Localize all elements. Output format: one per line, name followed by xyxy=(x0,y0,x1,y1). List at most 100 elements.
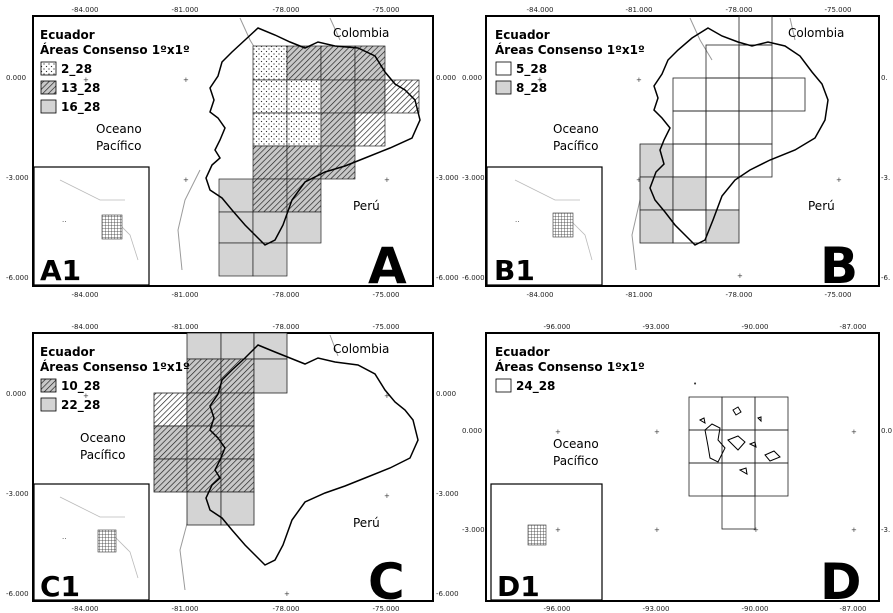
tick-label: -75.000 xyxy=(372,323,399,331)
tick-label: -3.000 xyxy=(6,174,29,182)
svg-text:+: + xyxy=(654,526,660,534)
country-label: Perú xyxy=(808,199,835,213)
svg-text:+: + xyxy=(537,76,543,84)
svg-text:+: + xyxy=(183,176,189,184)
legend-swatch xyxy=(40,61,57,76)
legend-label: 13_28 xyxy=(61,81,100,96)
ocean-label: Oceano xyxy=(96,122,142,136)
svg-text:+: + xyxy=(83,392,89,400)
graticule: + + + + + + • xyxy=(555,380,857,534)
tick-label: -90.000 xyxy=(741,605,768,613)
tick-label: -84.000 xyxy=(71,291,98,299)
inset-label: B1 xyxy=(494,254,535,287)
svg-text:+: + xyxy=(384,176,390,184)
tick-label: 0.000 xyxy=(462,427,482,435)
panel-letter: A xyxy=(368,237,407,295)
inset-map: ·· xyxy=(33,483,150,601)
tick-label: 0.0 xyxy=(881,427,892,435)
legend-swatch xyxy=(40,378,57,393)
axis-right-ticks: 0.0 -3. xyxy=(881,427,892,534)
legend: 24_28 xyxy=(495,378,555,394)
ocean-label: Oceano xyxy=(80,431,126,445)
graticule: + + + + xyxy=(83,392,390,598)
tick-label: 0.000 xyxy=(6,74,26,82)
axis-left-ticks: 0.000 -3.000 -6.000 xyxy=(6,74,29,282)
legend-label: 10_28 xyxy=(61,379,100,394)
tick-label: -78.000 xyxy=(725,6,752,14)
tick-label: -96.000 xyxy=(543,605,570,613)
tick-label: -87.000 xyxy=(839,323,866,331)
ecuador-outline xyxy=(205,27,421,246)
tick-label: -81.000 xyxy=(171,291,198,299)
inset-label: C1 xyxy=(40,570,80,603)
ocean-label: Pacífico xyxy=(96,139,141,153)
tick-label: -75.000 xyxy=(372,6,399,14)
tick-label: -3.000 xyxy=(462,174,485,182)
tick-label: -84.000 xyxy=(526,291,553,299)
ocean-label: Pacífico xyxy=(553,139,598,153)
ocean-label: Oceano xyxy=(553,437,599,451)
tick-label: -84.000 xyxy=(71,605,98,613)
svg-text:+: + xyxy=(836,176,842,184)
svg-text:+: + xyxy=(555,526,561,534)
legend-swatch xyxy=(40,80,57,95)
tick-label: -3.000 xyxy=(436,490,459,498)
tick-label: -6.000 xyxy=(6,274,29,282)
tick-label: -75.000 xyxy=(824,6,851,14)
country-label: Perú xyxy=(353,516,380,530)
tick-label: -78.000 xyxy=(272,605,299,613)
svg-text:+: + xyxy=(636,76,642,84)
panel-b: -84.000 -81.000 -78.000 -75.000 -84.000 … xyxy=(462,6,890,299)
panel-a: -84.000 -81.000 -78.000 -75.000 -84.000 … xyxy=(6,6,459,299)
svg-text:··: ·· xyxy=(62,535,66,543)
svg-text:··: ·· xyxy=(62,218,66,226)
tick-label: -3.000 xyxy=(6,490,29,498)
legend-label: 24_28 xyxy=(516,379,555,394)
tick-label: -78.000 xyxy=(725,291,752,299)
tick-label: -87.000 xyxy=(839,605,866,613)
tick-label: -6.000 xyxy=(436,274,459,282)
axis-left-ticks: 0.000 -3.000 xyxy=(462,427,485,534)
svg-text:+: + xyxy=(851,428,857,436)
panel-letter: C xyxy=(368,553,405,611)
panel-letter: D xyxy=(820,553,862,611)
legend-swatch xyxy=(495,80,512,95)
axis-bottom-ticks: -96.000 -93.000 -90.000 -87.000 xyxy=(543,605,866,613)
axis-bottom-ticks: -84.000 -81.000 -78.000 -75.000 xyxy=(71,291,399,299)
axis-right-ticks: 0.000 -3.000 -6.000 xyxy=(436,390,459,598)
axis-right-ticks: 0.000 -3.000 -6.000 xyxy=(436,74,459,282)
tick-label: -3.000 xyxy=(462,526,485,534)
panel-subtitle: Áreas Consenso 1ºx1º xyxy=(495,42,645,57)
grid-cells xyxy=(688,396,789,530)
tick-label: -78.000 xyxy=(272,6,299,14)
svg-text:··: ·· xyxy=(515,218,519,226)
tick-label: -75.000 xyxy=(372,291,399,299)
legend-label: 8_28 xyxy=(516,81,547,96)
svg-text:+: + xyxy=(384,392,390,400)
panel-letter: B xyxy=(820,237,858,295)
panel-title: Ecuador xyxy=(40,345,95,359)
tick-label: -6.000 xyxy=(462,274,485,282)
tick-label: -78.000 xyxy=(272,323,299,331)
axis-right-ticks: 0. -3. -6. xyxy=(881,74,890,282)
axis-bottom-ticks: -84.000 -81.000 -78.000 -75.000 xyxy=(526,291,851,299)
ocean-label: Oceano xyxy=(553,122,599,136)
ecuador-outline xyxy=(649,27,829,246)
tick-label: -78.000 xyxy=(272,291,299,299)
inset-label: D1 xyxy=(497,570,540,603)
svg-text:+: + xyxy=(654,428,660,436)
country-label: Perú xyxy=(353,199,380,213)
tick-label: -6.000 xyxy=(6,590,29,598)
tick-label: -84.000 xyxy=(71,323,98,331)
svg-text:•: • xyxy=(693,380,697,388)
svg-text:+: + xyxy=(284,590,290,598)
tick-label: -6. xyxy=(881,274,890,282)
inset-map: + xyxy=(490,483,603,601)
panel-subtitle: Áreas Consenso 1ºx1º xyxy=(40,42,190,57)
tick-label: -84.000 xyxy=(526,6,553,14)
tick-label: -81.000 xyxy=(171,323,198,331)
axis-top-ticks: -84.000 -81.000 -78.000 -75.000 xyxy=(71,323,399,331)
svg-text:+: + xyxy=(753,526,759,534)
panel-subtitle: Áreas Consenso 1ºx1º xyxy=(40,359,190,374)
legend-label: 22_28 xyxy=(61,398,100,413)
